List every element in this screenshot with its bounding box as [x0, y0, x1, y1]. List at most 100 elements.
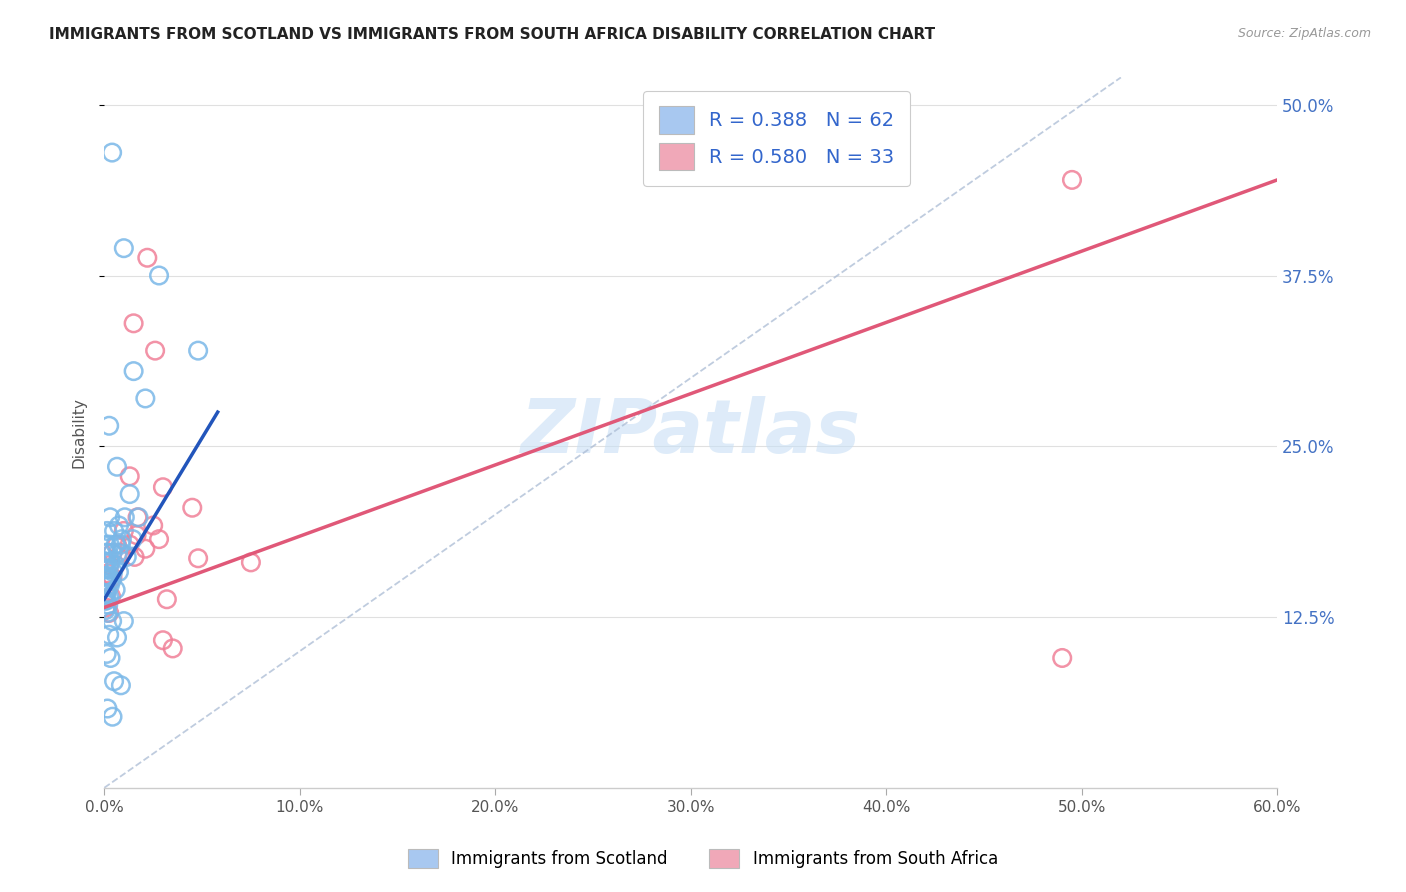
Point — [96, 538, 118, 552]
Point — [101, 570, 124, 584]
Point — [152, 480, 174, 494]
Point — [93, 569, 115, 583]
Point — [125, 528, 148, 542]
Point — [94, 587, 117, 601]
Point — [148, 268, 170, 283]
Point — [96, 555, 118, 569]
Point — [101, 710, 124, 724]
Point — [152, 633, 174, 648]
Point — [187, 551, 209, 566]
Point — [136, 251, 159, 265]
Point — [143, 343, 166, 358]
Point — [118, 487, 141, 501]
Point — [181, 500, 204, 515]
Point — [101, 565, 124, 579]
Point — [101, 546, 124, 560]
Point — [118, 538, 141, 552]
Point — [101, 546, 124, 560]
Point — [96, 593, 118, 607]
Point — [100, 555, 122, 569]
Point — [98, 606, 121, 620]
Point — [96, 562, 118, 576]
Point — [100, 573, 122, 587]
Point — [162, 641, 184, 656]
Point — [156, 592, 179, 607]
Point — [122, 316, 145, 330]
Text: ZIPatlas: ZIPatlas — [520, 396, 860, 469]
Point — [97, 569, 120, 583]
Y-axis label: Disability: Disability — [72, 397, 86, 468]
Point — [98, 510, 121, 524]
Point — [96, 575, 118, 590]
Point — [104, 558, 127, 573]
Point — [110, 538, 132, 552]
Point — [94, 603, 117, 617]
Point — [103, 674, 125, 689]
Point — [111, 532, 134, 546]
Point — [98, 558, 121, 573]
Point — [101, 145, 124, 160]
Legend: Immigrants from Scotland, Immigrants from South Africa: Immigrants from Scotland, Immigrants fro… — [401, 842, 1005, 875]
Point — [121, 532, 143, 546]
Point — [108, 565, 131, 579]
Point — [148, 532, 170, 546]
Point — [104, 558, 127, 573]
Point — [96, 578, 118, 592]
Point — [100, 651, 122, 665]
Point — [96, 587, 118, 601]
Point — [96, 585, 118, 599]
Point — [98, 538, 121, 552]
Point — [98, 628, 121, 642]
Point — [112, 524, 135, 538]
Point — [110, 678, 132, 692]
Point — [97, 566, 120, 581]
Point — [96, 647, 118, 661]
Point — [128, 510, 150, 524]
Point — [115, 549, 138, 564]
Point — [97, 562, 120, 576]
Point — [98, 590, 121, 604]
Point — [118, 469, 141, 483]
Point — [104, 582, 127, 597]
Point — [94, 593, 117, 607]
Point — [110, 546, 132, 560]
Point — [105, 538, 128, 552]
Point — [98, 578, 121, 592]
Point — [97, 598, 120, 612]
Point — [94, 600, 117, 615]
Legend: R = 0.388   N = 62, R = 0.580   N = 33: R = 0.388 N = 62, R = 0.580 N = 33 — [643, 91, 910, 186]
Point — [94, 546, 117, 560]
Point — [100, 590, 122, 604]
Point — [94, 562, 117, 576]
Point — [107, 546, 129, 560]
Point — [96, 701, 118, 715]
Point — [187, 343, 209, 358]
Point — [108, 518, 131, 533]
Point — [1050, 651, 1073, 665]
Point — [101, 614, 124, 628]
Point — [142, 518, 165, 533]
Point — [124, 549, 146, 564]
Point — [94, 575, 117, 590]
Point — [94, 569, 117, 583]
Point — [97, 546, 120, 560]
Point — [134, 541, 156, 556]
Point — [239, 555, 262, 569]
Text: IMMIGRANTS FROM SCOTLAND VS IMMIGRANTS FROM SOUTH AFRICA DISABILITY CORRELATION : IMMIGRANTS FROM SCOTLAND VS IMMIGRANTS F… — [49, 27, 935, 42]
Point — [122, 364, 145, 378]
Point — [105, 459, 128, 474]
Point — [1060, 173, 1083, 187]
Point — [93, 575, 115, 590]
Point — [98, 418, 121, 433]
Point — [105, 631, 128, 645]
Point — [112, 614, 135, 628]
Point — [104, 538, 127, 552]
Text: Source: ZipAtlas.com: Source: ZipAtlas.com — [1237, 27, 1371, 40]
Point — [94, 555, 117, 569]
Point — [127, 510, 149, 524]
Point — [103, 524, 125, 538]
Point — [134, 392, 156, 406]
Point — [114, 510, 136, 524]
Point — [112, 241, 135, 255]
Point — [96, 606, 118, 620]
